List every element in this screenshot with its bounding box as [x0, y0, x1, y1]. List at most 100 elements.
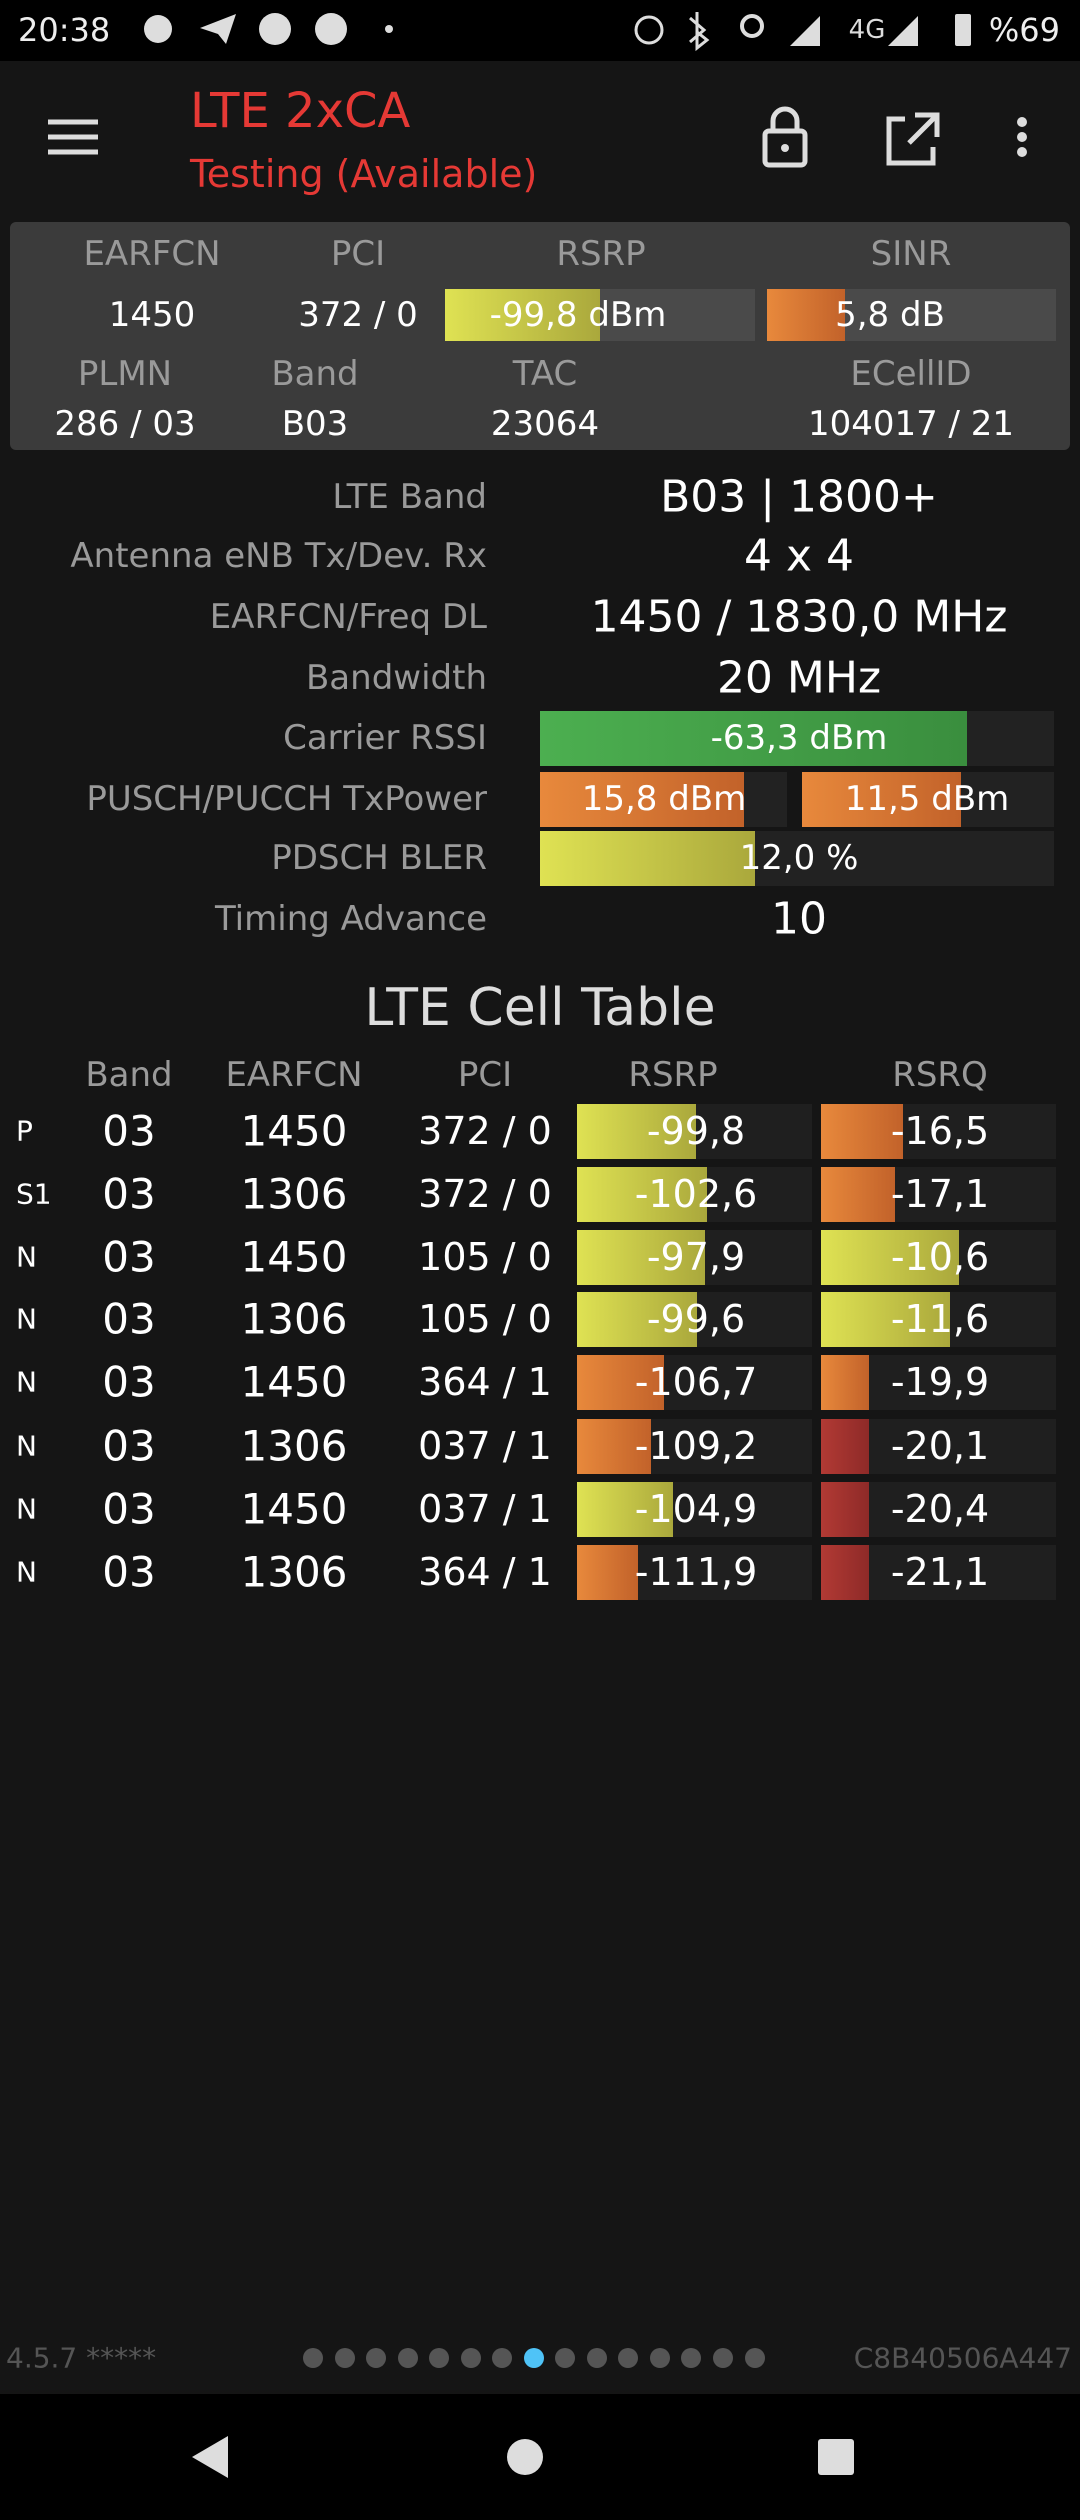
level-bar [821, 1481, 1056, 1537]
earfcn: 1306 [240, 1169, 348, 1219]
rsrq: -17,1 [890, 1172, 990, 1216]
level-bar [577, 1418, 812, 1474]
summary-value: 5,8 dB [835, 295, 945, 335]
rsrq: -20,4 [890, 1487, 990, 1531]
level-fill [821, 1354, 869, 1410]
cell-type: N [16, 1429, 37, 1463]
level-bar [577, 1291, 812, 1347]
network-type: 4G [848, 15, 886, 45]
level-bar [577, 1354, 812, 1410]
cell-type: N [16, 1555, 37, 1589]
level-bar [577, 1481, 812, 1537]
level-fill [445, 289, 600, 341]
summary-header: EARFCN [83, 234, 221, 274]
summary-value: -99,8 dBm [489, 295, 667, 335]
level-fill [577, 1166, 707, 1222]
rsrp: -99,6 [646, 1297, 746, 1341]
earfcn: 1306 [240, 1294, 348, 1344]
level-fill [540, 710, 967, 766]
rsrp: -102,6 [634, 1172, 758, 1216]
earfcn: 1450 [240, 1357, 348, 1407]
band: 03 [102, 1169, 156, 1219]
rsrp: -106,7 [634, 1360, 758, 1404]
detail-value: 20 MHz [716, 652, 882, 704]
home-button[interactable] [507, 2439, 543, 2475]
summary-value: B03 [281, 404, 349, 444]
cell-type: S1 [16, 1177, 52, 1211]
clock: 20:38 [18, 11, 111, 49]
cell-type: N [16, 1240, 37, 1274]
level-fill [577, 1544, 638, 1600]
level-fill [577, 1354, 664, 1410]
rsrp: -104,9 [634, 1487, 758, 1531]
detail-value: 12,0 % [739, 838, 859, 878]
level-fill [540, 830, 755, 886]
earfcn: 1450 [240, 1484, 348, 1534]
level-fill [577, 1481, 673, 1537]
level-fill [767, 289, 845, 341]
rsrq: -19,9 [890, 1360, 990, 1404]
level-bar [767, 289, 1056, 341]
detail-label: Antenna eNB Tx/Dev. Rx [70, 536, 487, 576]
band: 03 [102, 1484, 156, 1534]
level-bar [821, 1544, 1056, 1600]
pci: 372 / 0 [418, 1172, 552, 1216]
band: 03 [102, 1357, 156, 1407]
level-bar [802, 771, 1054, 827]
earfcn: 1306 [240, 1421, 348, 1471]
status-bar [0, 0, 1080, 61]
rsrq: -10,6 [890, 1235, 990, 1279]
summary-header: TAC [512, 354, 578, 394]
app-version: 4.5.7 ***** [6, 2341, 157, 2375]
detail-value: 11,5 dBm [844, 779, 1010, 819]
table-title: LTE Cell Table [364, 978, 716, 1038]
rsrp: -99,8 [646, 1109, 746, 1153]
summary-header: SINR [870, 234, 952, 274]
earfcn: 1306 [240, 1547, 348, 1597]
level-bar [821, 1291, 1056, 1347]
cell-type: N [16, 1365, 37, 1399]
nav-buttons [192, 2436, 854, 2478]
column-header: RSRP [628, 1055, 718, 1095]
level-fill [577, 1103, 696, 1159]
detail-label: Carrier RSSI [283, 718, 487, 758]
detail-value: 4 x 4 [744, 530, 854, 582]
level-bar [540, 771, 787, 827]
detail-label: PDSCH BLER [271, 838, 487, 878]
level-fill [821, 1229, 959, 1285]
cell-type: P [16, 1114, 33, 1148]
page-indicator [303, 2348, 765, 2368]
status-icons [144, 12, 971, 52]
cell-type: N [16, 1302, 37, 1336]
summary-value: 286 / 03 [54, 404, 196, 444]
level-fill [821, 1166, 895, 1222]
detail-value: 10 [771, 893, 827, 945]
column-header: RSRQ [892, 1055, 988, 1095]
detail-value: B03 | 1800+ [660, 471, 938, 523]
rsrp: -109,2 [634, 1424, 758, 1468]
column-header: EARFCN [225, 1055, 363, 1095]
detail-label: PUSCH/PUCCH TxPower [86, 779, 487, 819]
rsrp: -97,9 [646, 1235, 746, 1279]
level-bar [577, 1166, 812, 1222]
level-fill [577, 1291, 697, 1347]
summary-value: 1450 [108, 295, 196, 335]
level-bar [577, 1544, 812, 1600]
band: 03 [102, 1232, 156, 1282]
column-header: PCI [457, 1055, 513, 1095]
level-fill [821, 1544, 869, 1600]
level-fill [802, 771, 961, 827]
back-button[interactable] [192, 2436, 228, 2478]
pci: 372 / 0 [418, 1109, 552, 1153]
summary-header: ECellID [850, 354, 972, 394]
app-bar-icons [48, 106, 1027, 168]
level-fill [821, 1103, 903, 1159]
detail-label: Bandwidth [305, 658, 487, 698]
pci: 105 / 0 [418, 1235, 552, 1279]
detail-label: Timing Advance [214, 899, 487, 939]
recents-button[interactable] [818, 2439, 854, 2475]
rsrp: -111,9 [634, 1550, 758, 1594]
band: 03 [102, 1547, 156, 1597]
pci: 037 / 1 [418, 1424, 552, 1468]
